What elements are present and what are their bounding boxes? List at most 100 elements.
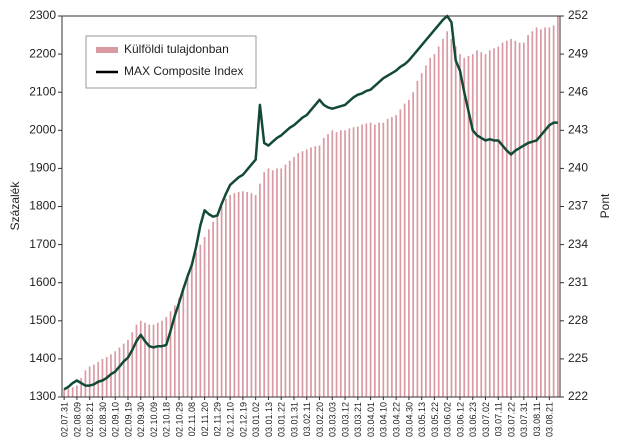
- bar: [339, 130, 342, 398]
- x-tick-label: 03.05.22: [430, 402, 440, 437]
- bar: [450, 38, 453, 398]
- bar: [446, 31, 449, 398]
- bar: [382, 122, 385, 398]
- bar: [148, 324, 151, 397]
- bar: [420, 73, 423, 398]
- bar: [314, 146, 317, 397]
- x-tick-label: 03.01.13: [264, 402, 274, 437]
- legend-box: [85, 35, 257, 89]
- x-tick-label: 03.01.31: [289, 402, 299, 437]
- bar: [186, 275, 189, 397]
- y-tick-label: 1700: [29, 237, 56, 251]
- bar: [480, 52, 483, 397]
- bar: [365, 123, 368, 397]
- bar: [484, 54, 487, 397]
- x-tick-label: 03.06.02: [443, 402, 453, 437]
- y-tick-label: 1800: [29, 199, 56, 213]
- bar: [327, 134, 329, 398]
- x-tick-label: 03.01.22: [277, 402, 287, 437]
- bar: [173, 305, 176, 397]
- x-tick-label: 03.03.03: [328, 402, 338, 437]
- bar: [259, 183, 261, 397]
- bar: [425, 65, 427, 397]
- bar: [161, 320, 163, 397]
- bar: [399, 109, 402, 397]
- bar: [169, 311, 172, 397]
- bar: [335, 132, 338, 397]
- bar: [373, 124, 376, 398]
- bar: [237, 192, 240, 397]
- bar: [467, 56, 470, 397]
- y-tick-label: 2200: [29, 46, 56, 60]
- bar: [139, 320, 142, 397]
- x-tick-label: 02.12.19: [238, 402, 248, 437]
- bar: [344, 130, 346, 398]
- bar: [88, 366, 91, 397]
- bar: [118, 347, 121, 397]
- y2-tick-label: 225: [568, 351, 588, 365]
- bar: [535, 27, 538, 398]
- bar: [242, 191, 244, 397]
- bar: [552, 25, 555, 398]
- bar: [510, 38, 512, 398]
- bar: [67, 388, 70, 397]
- bar: [395, 115, 397, 397]
- bar: [557, 16, 559, 397]
- bar: [331, 130, 334, 398]
- bar: [63, 389, 65, 397]
- bar: [122, 343, 125, 397]
- x-tick-label: 02.09.19: [123, 402, 133, 437]
- x-tick-label: 03.08.21: [545, 402, 555, 437]
- bar: [84, 370, 87, 397]
- bar: [195, 252, 197, 397]
- bar: [305, 149, 308, 397]
- y2-tick-label: 246: [568, 84, 588, 98]
- bar: [276, 168, 278, 397]
- bar: [356, 126, 359, 398]
- x-tick-label: 03.03.21: [353, 402, 363, 437]
- bar: [280, 168, 283, 397]
- bar: [522, 42, 525, 398]
- x-tick-label: 02.10.29: [174, 402, 184, 437]
- bar: [501, 42, 504, 398]
- y-tick-label: 1600: [29, 275, 56, 289]
- bar: [352, 127, 355, 397]
- bar: [429, 57, 432, 397]
- bar: [190, 263, 193, 397]
- y2-tick-label: 252: [568, 8, 588, 22]
- bar: [131, 332, 134, 397]
- y-tick-label: 1500: [29, 313, 56, 327]
- bar: [297, 153, 300, 397]
- bar: [497, 46, 500, 397]
- bar: [416, 80, 419, 398]
- bar: [220, 206, 223, 397]
- bar: [199, 244, 202, 397]
- legend-swatch: [96, 47, 118, 53]
- bar: [284, 164, 287, 397]
- bar: [505, 40, 508, 397]
- bar: [518, 42, 521, 398]
- bar: [391, 116, 393, 397]
- bar: [135, 324, 138, 397]
- bar: [531, 31, 534, 398]
- bar: [178, 297, 180, 397]
- x-tick-label: 03.04.10: [379, 402, 389, 437]
- bar: [182, 286, 185, 397]
- bar: [76, 385, 78, 397]
- x-tick-label: 03.04.30: [404, 402, 414, 437]
- bar: [212, 221, 214, 397]
- bar: [412, 92, 415, 397]
- bar: [493, 48, 495, 397]
- bar: [263, 172, 266, 397]
- bar: [225, 198, 227, 397]
- x-tick-label: 02.08.09: [72, 402, 82, 437]
- legend-label: MAX Composite Index: [124, 64, 243, 78]
- bar: [250, 193, 253, 397]
- bar: [271, 170, 274, 397]
- bar: [97, 361, 100, 397]
- x-tick-label: 03.07.11: [494, 402, 504, 436]
- plot-frame: [61, 15, 561, 398]
- x-tick-label: 02.09.10: [111, 402, 121, 437]
- x-tick-label: 02.07.31: [60, 402, 70, 437]
